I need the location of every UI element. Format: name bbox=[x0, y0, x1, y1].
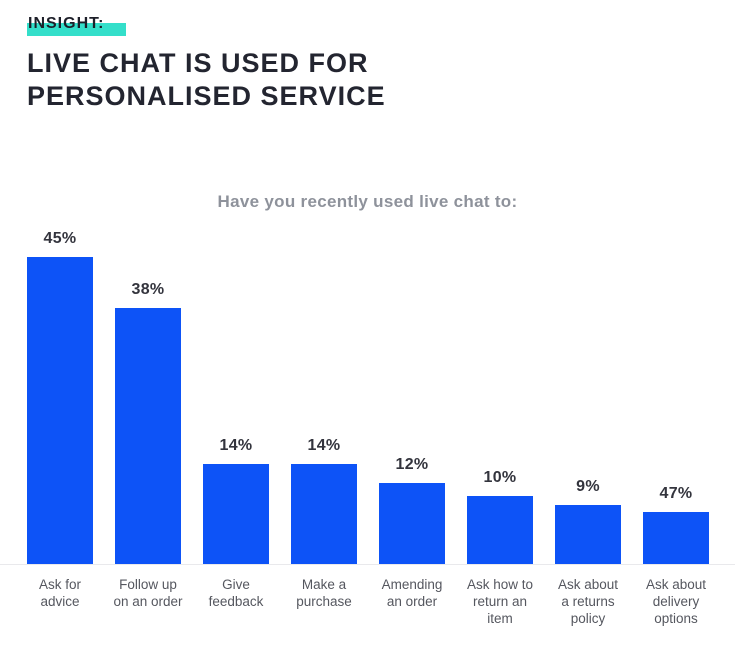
bar bbox=[467, 496, 533, 565]
bar bbox=[203, 464, 269, 565]
bar-value-label: 9% bbox=[576, 478, 600, 495]
header: INSIGHT: LIVE CHAT IS USED FOR PERSONALI… bbox=[27, 15, 386, 113]
category-label: Ask about delivery options bbox=[645, 577, 707, 626]
category-label: Ask about a returns policy bbox=[557, 577, 619, 626]
category-labels-row: Ask for advice Follow up on an order Give … bbox=[16, 576, 720, 627]
bar-group: 45% bbox=[27, 230, 93, 565]
bar-group: 47% bbox=[643, 485, 709, 565]
bar-value-label: 14% bbox=[219, 437, 253, 454]
bar bbox=[643, 512, 709, 565]
bar-chart: 45% 38% 14% 14% 12% 10% 9% 47% bbox=[27, 225, 709, 565]
bar bbox=[115, 308, 181, 565]
bar-value-label: 14% bbox=[307, 437, 341, 454]
bar-group: 9% bbox=[555, 478, 621, 565]
bar bbox=[379, 483, 445, 565]
chart-subtitle: Have you recently used live chat to: bbox=[217, 192, 518, 211]
chart-baseline bbox=[0, 564, 735, 565]
bar-value-label: 38% bbox=[131, 281, 165, 298]
category-label: Amending an order bbox=[381, 577, 443, 609]
bar-value-label: 47% bbox=[659, 485, 693, 502]
insight-highlight-label: INSIGHT: bbox=[27, 15, 127, 36]
bar-value-label: 10% bbox=[483, 469, 517, 486]
bar-group: 12% bbox=[379, 456, 445, 565]
category-label: Follow up on an order bbox=[113, 577, 183, 609]
page-title: LIVE CHAT IS USED FOR PERSONALISED SERVI… bbox=[27, 48, 386, 111]
bar bbox=[291, 464, 357, 565]
category-label: Give feedback bbox=[208, 577, 264, 609]
bar bbox=[555, 505, 621, 565]
category-label: Ask how to return an item bbox=[466, 577, 534, 626]
category-label: Ask for advice bbox=[38, 577, 81, 609]
bar-group: 10% bbox=[467, 469, 533, 565]
category-label: Make a purchase bbox=[296, 577, 352, 609]
bar-group: 14% bbox=[291, 437, 357, 565]
bar-value-label: 12% bbox=[395, 456, 429, 473]
bar-group: 38% bbox=[115, 281, 181, 565]
bar bbox=[27, 257, 93, 565]
bar-value-label: 45% bbox=[43, 230, 77, 247]
bar-group: 14% bbox=[203, 437, 269, 565]
